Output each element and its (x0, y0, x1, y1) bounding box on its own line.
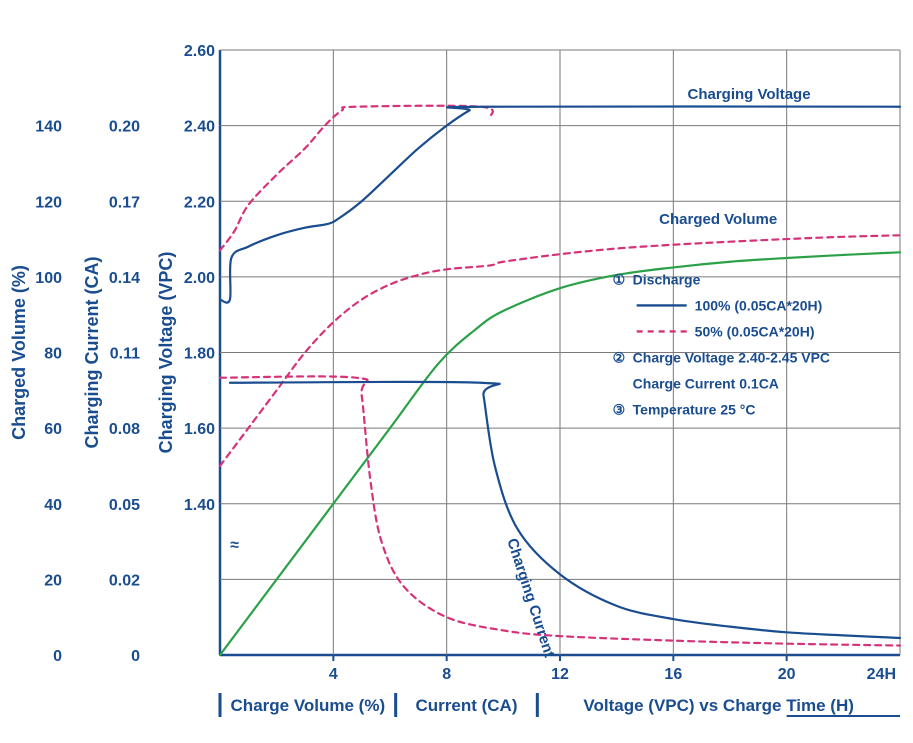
battery-charge-chart: Charged Volume (%) Charging Current (CA) C… (0, 0, 913, 743)
ytick-volume: 20 (44, 572, 62, 589)
ytick-volume: 60 (44, 421, 62, 438)
y-axis-title-voltage: Charging Voltage (VPC) (156, 252, 176, 454)
ytick-current: 0.20 (109, 119, 140, 136)
label-charging-voltage: Charging Voltage (688, 86, 811, 103)
ytick-current: 0.17 (109, 194, 140, 211)
legend-text: 100% (0.05CA*20H) (695, 297, 823, 313)
x-caption-seg: Current (CA) (416, 696, 518, 715)
ytick-voltage: 1.40 (184, 497, 215, 514)
ytick-voltage: 1.80 (184, 346, 215, 363)
ytick-voltage: 2.00 (184, 270, 215, 287)
ytick-volume: 40 (44, 497, 62, 514)
y-axis-title-current: Charging Current (CA) (82, 257, 102, 449)
xtick: 16 (664, 666, 682, 683)
legend-marker: ③ (613, 401, 626, 417)
ytick-volume: 80 (44, 346, 62, 363)
axis-break-mark: ≈ (230, 537, 239, 554)
label-charged-volume: Charged Volume (659, 211, 777, 228)
ytick-volume: 100 (35, 270, 62, 287)
ytick-current: 0.08 (109, 421, 140, 438)
ytick-volume: 140 (35, 119, 62, 136)
ytick-voltage: 1.60 (184, 421, 215, 438)
ytick-voltage: 2.60 (184, 43, 215, 60)
ytick-voltage: 2.20 (184, 194, 215, 211)
legend-text: Charge Current 0.1CA (633, 375, 779, 391)
ytick-current: 0.02 (109, 572, 140, 589)
legend-text: Charge Voltage 2.40-2.45 VPC (633, 349, 830, 365)
ytick-current: 0.14 (109, 270, 140, 287)
ytick-volume: 0 (53, 648, 62, 665)
legend-marker: ① (613, 271, 626, 287)
legend-marker: ② (613, 349, 626, 365)
ytick-voltage: 2.40 (184, 119, 215, 136)
ytick-current: 0 (131, 648, 140, 665)
y-axis-title-volume: Charged Volume (%) (9, 265, 29, 440)
x-caption-seg: Voltage (VPC) vs Charge Time (H) (583, 696, 853, 715)
x-caption-seg: Charge Volume (%) (231, 696, 386, 715)
legend-text: Discharge (633, 271, 701, 287)
xtick: 8 (442, 666, 451, 683)
xtick: 4 (329, 666, 338, 683)
xtick: 12 (551, 666, 569, 683)
ytick-volume: 120 (35, 194, 62, 211)
xtick: 20 (778, 666, 796, 683)
legend-text: 50% (0.05CA*20H) (695, 323, 815, 339)
ytick-current: 0.05 (109, 497, 140, 514)
legend-text: Temperature 25 °C (633, 401, 756, 417)
ytick-current: 0.11 (110, 346, 140, 363)
xtick-end: 24H (867, 666, 896, 683)
